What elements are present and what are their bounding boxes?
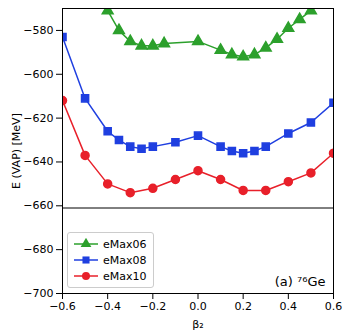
html-text:eMax10: eMax10	[103, 269, 147, 283]
svg-text:−700: −700	[23, 287, 53, 300]
svg-text:β₂: β₂	[192, 318, 203, 331]
svg-text:0.6: 0.6	[325, 300, 343, 313]
html-text:eMax08: eMax08	[103, 253, 147, 267]
svg-text:(a) ⁷⁶Ge: (a) ⁷⁶Ge	[275, 274, 326, 289]
svg-text:−0.4: −0.4	[94, 300, 121, 313]
svg-text:−0.2: −0.2	[139, 300, 166, 313]
svg-text:−0.6: −0.6	[49, 300, 76, 313]
svg-text:−640: −640	[23, 155, 53, 168]
svg-text:0.2: 0.2	[234, 300, 252, 313]
svg-text:0.4: 0.4	[280, 300, 298, 313]
html-text:eMax06: eMax06	[103, 237, 147, 251]
svg-text:−580: −580	[23, 24, 53, 37]
svg-text:0.0: 0.0	[189, 300, 207, 313]
svg-text:E (VAP) [MeV]: E (VAP) [MeV]	[10, 113, 23, 189]
svg-text:−660: −660	[23, 199, 53, 212]
svg-text:−600: −600	[23, 68, 53, 81]
svg-text:−620: −620	[23, 112, 53, 125]
svg-text:−680: −680	[23, 243, 53, 256]
